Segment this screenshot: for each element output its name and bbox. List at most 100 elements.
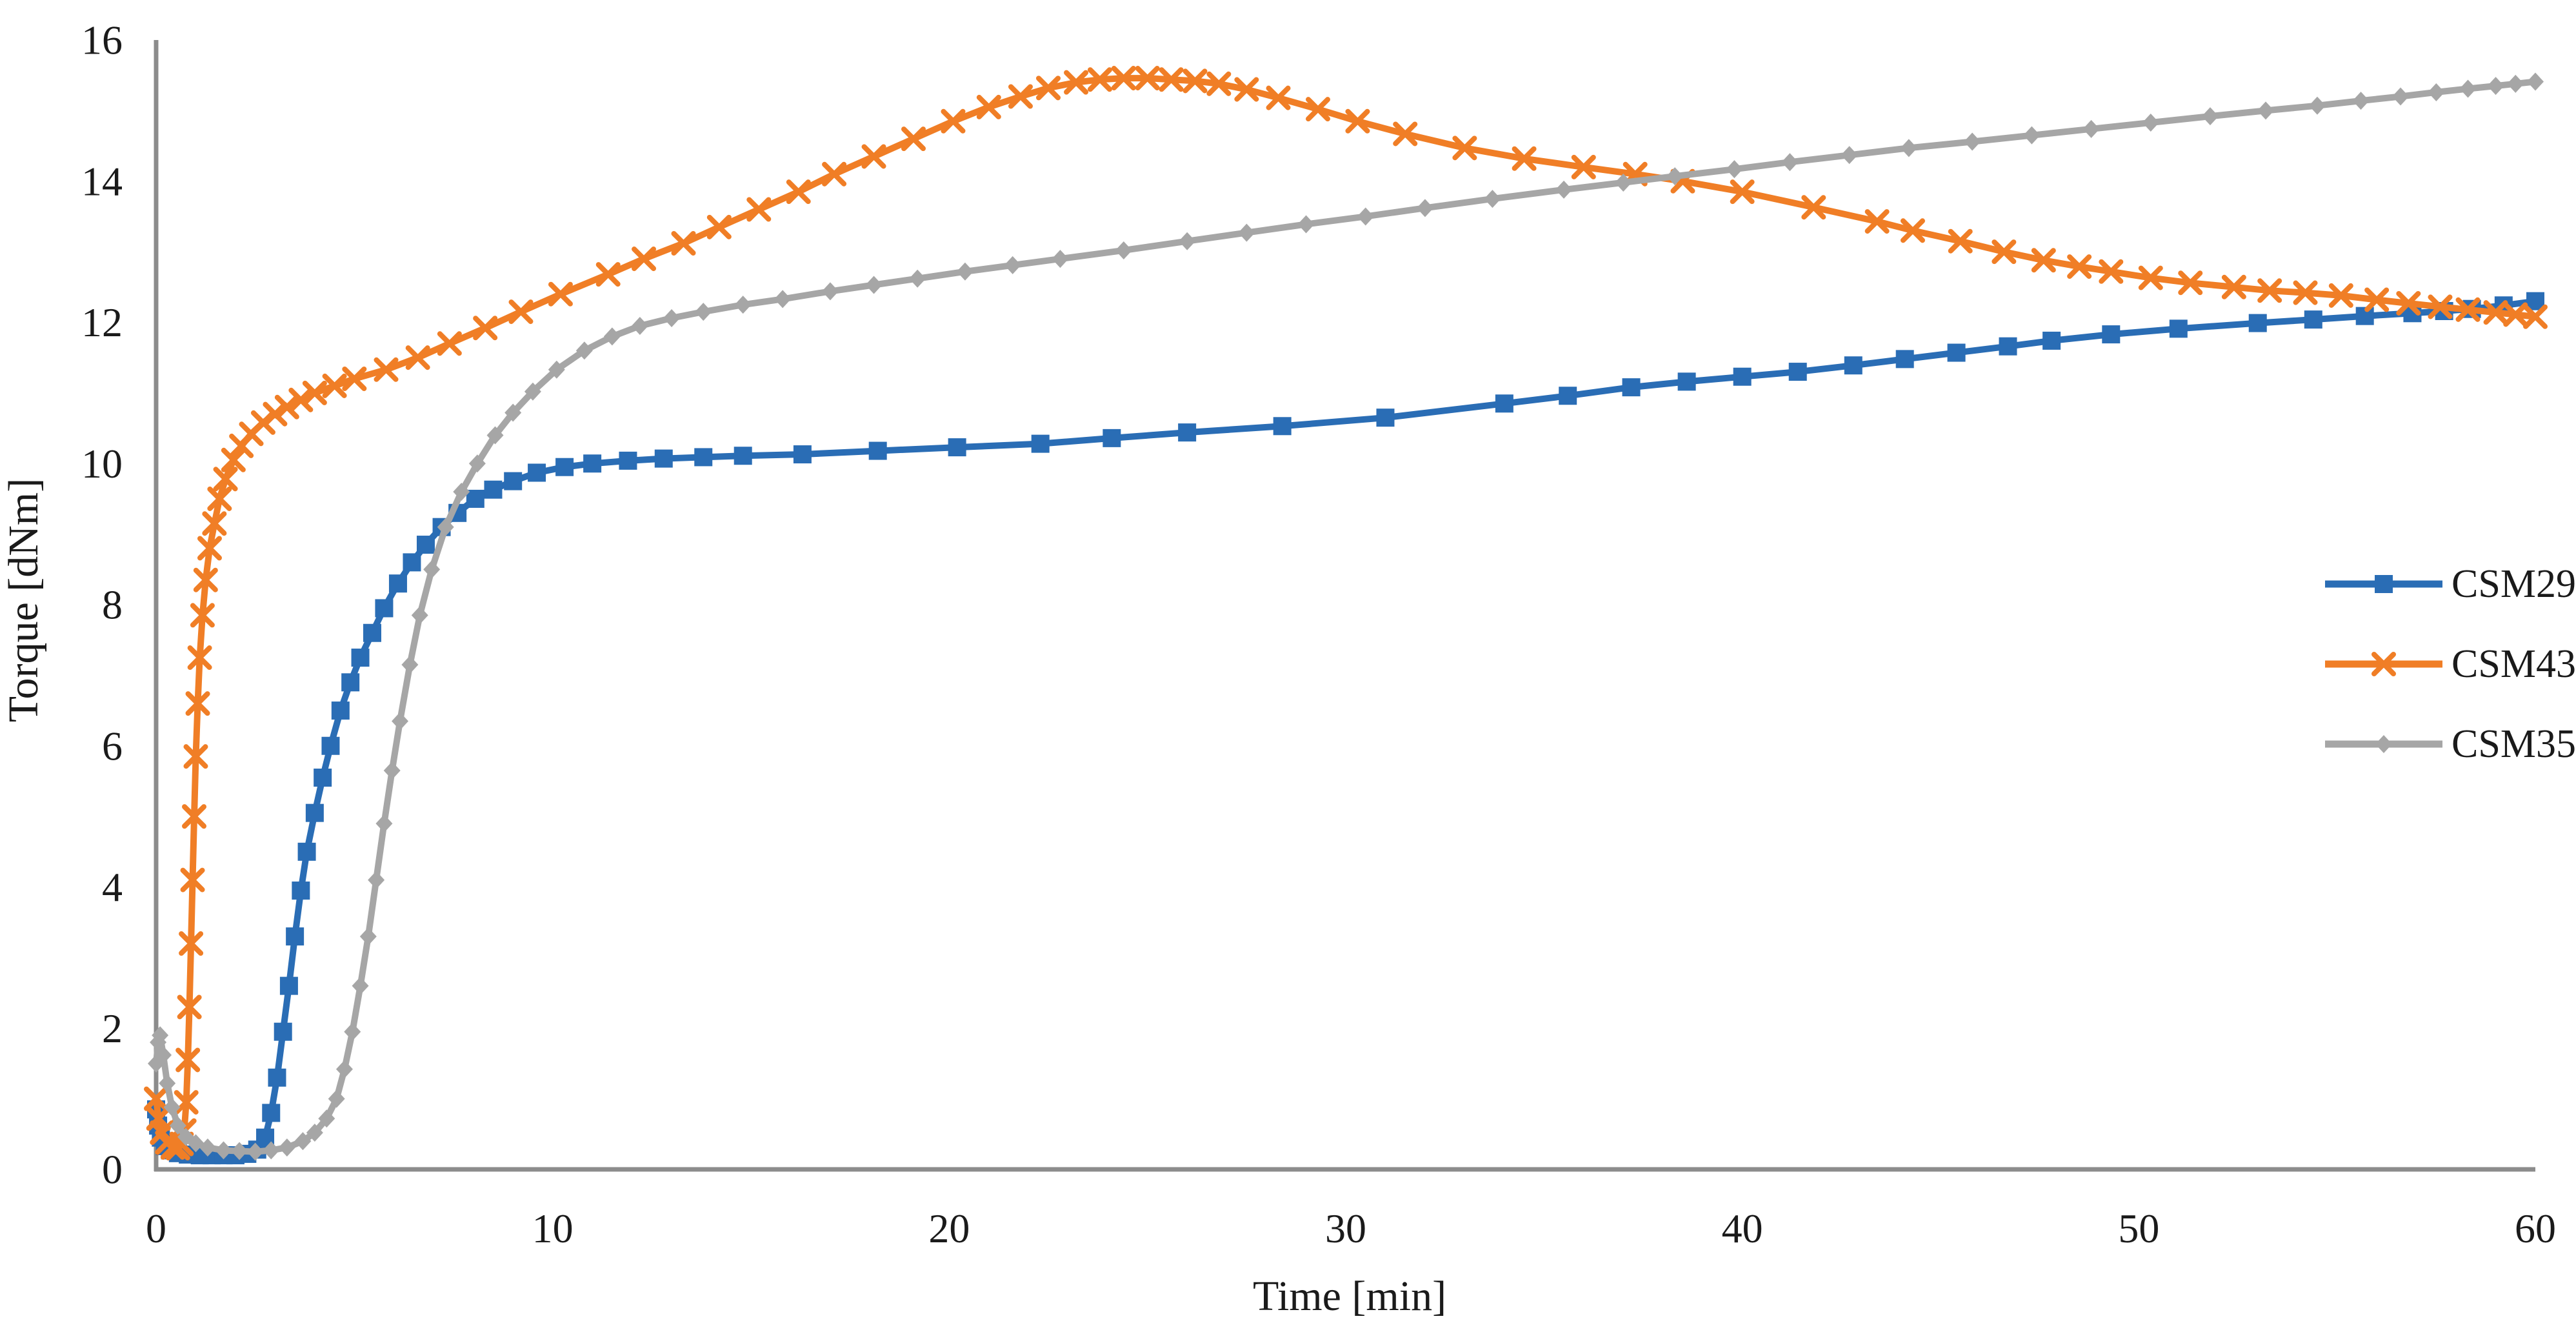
x-marker-icon [177,994,202,1020]
x-marker-icon [1064,70,1089,95]
diamond-marker-icon [2428,83,2445,101]
square-marker-icon [654,449,673,468]
diamond-marker-icon [524,382,541,401]
x-marker-icon [1183,68,1208,94]
x-marker-icon [1864,209,1890,234]
x-marker-icon [179,931,204,956]
x-marker-icon [706,214,732,239]
x-marker-icon [1900,218,1925,243]
x-marker-icon [473,316,498,341]
x-marker-icon [187,645,212,671]
square-marker-icon [1733,367,1752,386]
series-CSM43 [144,66,2548,1161]
x-marker-icon [671,231,696,256]
diamond-marker-icon [344,1022,361,1041]
x-marker-icon [185,691,210,716]
x-marker-icon [2328,283,2353,308]
diamond-marker-icon [294,1132,312,1151]
x-marker-icon [213,467,238,492]
square-marker-icon [292,881,310,900]
x-marker-icon [144,1086,168,1111]
diamond-marker-icon [2527,72,2544,91]
diamond-marker-icon [1004,256,1021,274]
x-tick-label: 0 [146,1206,166,1251]
square-marker-icon [321,736,340,755]
square-marker-icon [948,438,966,457]
x-marker-icon [595,262,621,287]
square-marker-icon [2375,575,2393,593]
square-marker-icon [583,454,602,473]
x-marker-icon [1087,67,1112,92]
diamond-marker-icon [1484,190,1501,208]
x-marker-icon [2257,278,2282,303]
square-marker-icon [619,451,637,470]
diamond-marker-icon [383,762,401,780]
x-marker-icon [342,367,367,391]
square-marker-icon [1947,343,1966,362]
x-tick-label: 60 [2515,1206,2556,1251]
x-tick-label: 30 [1325,1206,1366,1251]
x-marker-icon [2483,300,2508,325]
y-tick-label: 8 [102,582,123,628]
diamond-marker-icon [821,282,839,301]
diamond-marker-icon [1781,153,1799,172]
diamond-marker-icon [306,1124,323,1142]
legend-label: CSM43 [2451,642,2576,686]
x-tick-label: 40 [1722,1206,1763,1251]
diamond-marker-icon [1115,241,1132,259]
x-marker-icon [1730,179,1755,205]
square-marker-icon [268,1068,286,1087]
diamond-marker-icon [453,483,470,501]
diamond-marker-icon [548,360,565,379]
diamond-marker-icon [169,1116,186,1135]
legend-item-csm35: CSM35 [2322,723,2576,765]
square-marker-icon [351,649,370,667]
x-marker-icon [1111,66,1136,91]
diamond-marker-icon [159,1074,176,1093]
x-marker-icon [437,331,462,356]
square-marker-icon [279,976,298,995]
y-axis-title: Torque [dNm] [0,478,47,722]
x-marker-icon [1345,108,1370,134]
diamond-marker-icon [486,426,504,445]
legend: CSM29 CSM43 CSM35 [2322,563,2576,765]
x-marker-icon [174,1090,199,1115]
diamond-marker-icon [956,262,973,281]
square-marker-icon [793,445,812,464]
square-marker-icon [2042,331,2061,350]
y-tick-label: 4 [102,864,123,910]
diamond-marker-icon [215,1141,232,1160]
square-marker-icon [1031,434,1050,453]
diamond-marker-icon [437,518,454,536]
series-markers-CSM43 [144,66,2548,1161]
series-markers-CSM29 [147,292,2544,1165]
diamond-marker-icon [231,1142,248,1160]
square-marker-icon [331,701,350,720]
legend-label: CSM29 [2451,562,2576,606]
diamond-marker-icon [155,1045,172,1064]
diamond-marker-icon [1666,167,1684,186]
diamond-marker-icon [335,1060,353,1078]
x-marker-icon [976,94,1001,119]
square-marker-icon [1677,372,1696,391]
diamond-marker-icon [352,976,369,995]
x-marker-icon [2371,652,2396,676]
diamond-marker-icon [734,296,752,314]
x-marker-icon [1036,76,1061,101]
diamond-marker-icon [1416,199,1433,217]
square-marker-icon [1895,350,1914,368]
y-tick-label: 14 [81,158,123,204]
x-marker-icon [183,744,208,769]
diamond-marker-icon [1964,132,1981,151]
series-CSM35 [148,72,2544,1161]
diamond-marker-icon [865,276,883,294]
x-marker-icon [746,197,772,222]
diamond-marker-icon [2459,79,2477,98]
square-marker-icon [1559,387,1577,405]
x-marker-icon [190,603,215,628]
diamond-marker-icon [695,303,712,321]
diamond-marker-icon [1179,232,1196,250]
x-marker-icon [1305,97,1330,122]
x-marker-icon [1234,77,1259,102]
